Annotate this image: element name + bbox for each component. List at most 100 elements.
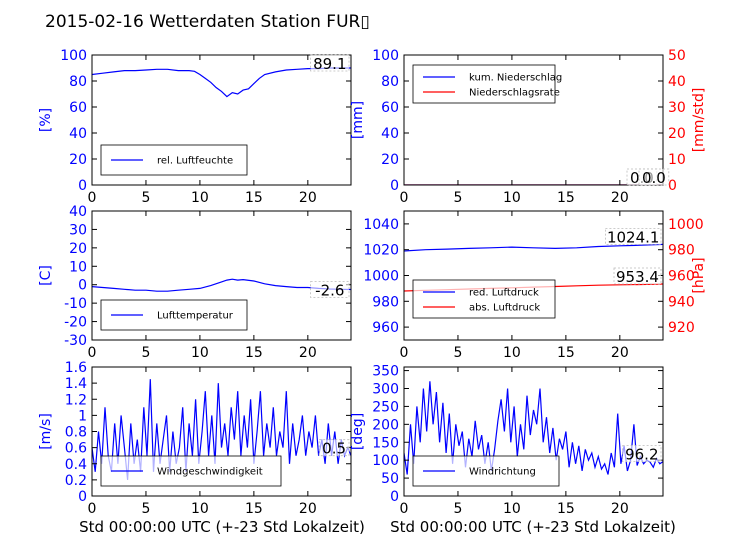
precipitation-ytick-label-3: 60	[381, 100, 399, 116]
precipitation-annotation-box-1	[638, 168, 670, 186]
pressure-annotation-1: 953.4	[616, 268, 659, 286]
winddirection-ytick-label-1: 50	[381, 471, 399, 487]
pressure-annotation-0: 1024.1	[607, 228, 660, 246]
pressure-y2tick-label-0: 920	[668, 320, 695, 336]
winddirection-ytick-label-4: 200	[372, 417, 399, 433]
pressure-y2tick-label-4: 1000	[668, 217, 704, 233]
precipitation-frame	[403, 54, 664, 186]
windspeed-xtick-label-4: 20	[299, 501, 317, 517]
winddirection-xtick-label-3: 15	[557, 501, 575, 517]
precipitation-xtick-label-4: 20	[611, 190, 629, 206]
windspeed-annotation-box-0	[318, 439, 350, 457]
temperature-ytick-label-6: 30	[69, 222, 87, 238]
humidity-xtick-label-1: 5	[141, 190, 150, 206]
temperature-xtick-label-4: 20	[299, 345, 317, 361]
precipitation-legend-box	[412, 64, 556, 104]
precipitation-legend: kum. Niederschlag Niederschlagsrate	[412, 64, 562, 104]
windspeed-annotation-0: 0.5	[322, 440, 346, 458]
humidity-ytick-label-2: 40	[69, 126, 87, 142]
winddirection-legend-label-0: Windrichtung	[469, 467, 536, 478]
humidity-ytick-label-1: 20	[69, 152, 87, 168]
temperature-ytick-label-0: -30	[64, 333, 87, 349]
pressure-legend-label-0: red. Luftdruck	[469, 288, 539, 299]
humidity-xtick-label-3: 15	[245, 190, 263, 206]
temperature-ytick-label-7: 40	[69, 204, 87, 220]
precipitation-y2tick-label-0: 0	[668, 178, 677, 194]
temperature-xtick-label-3: 15	[245, 345, 263, 361]
temperature-ytick-label-5: 20	[69, 241, 87, 257]
precipitation-xtick-label-1: 5	[453, 190, 462, 206]
temperature-xtick-label-2: 10	[191, 345, 209, 361]
winddirection-annotation-0: 96.2	[625, 446, 658, 464]
temperature-legend-label-0: Lufttemperatur	[157, 311, 234, 322]
winddirection-frame	[403, 366, 664, 497]
windspeed-ytick-label-6: 1.2	[65, 392, 87, 408]
pressure-legend: red. Luftdruck abs. Luftdruck	[412, 279, 556, 319]
windspeed-ytick-label-4: 0.8	[65, 425, 87, 441]
pressure-legend-label-1: abs. Luftdruck	[469, 303, 540, 314]
pressure-legend-box	[412, 279, 556, 319]
winddirection-legend: Windrichtung	[412, 455, 560, 487]
precipitation-ytick-label-5: 100	[372, 48, 399, 64]
humidity-panel: 0 5 10 15 20 0 20 40 60 80 100 [%] rel. Luftfeuchte 8…	[38, 48, 352, 206]
pressure-annotation-box-1	[613, 267, 662, 285]
winddirection-annotation-box-0	[622, 445, 662, 463]
temperature-ytick-label-4: 10	[69, 259, 87, 275]
windspeed-xtick-label-2: 10	[191, 501, 209, 517]
pressure-xtick-label-1: 5	[453, 345, 462, 361]
windspeed-legend-label-0: Windgeschwindigkeit	[157, 467, 263, 478]
humidity-ytick-label-4: 80	[69, 74, 87, 90]
pressure-y2tick-label-2: 960	[668, 269, 695, 285]
precipitation-xtick-label-3: 15	[557, 190, 575, 206]
winddirection-ytick-label-3: 150	[372, 435, 399, 451]
temperature-xtick-label-1: 5	[141, 345, 150, 361]
precipitation-ytick-label-0: 0	[390, 178, 399, 194]
humidity-legend-label-0: rel. Luftfeuchte	[157, 156, 233, 167]
windspeed-xtick-label-0: 0	[88, 501, 97, 517]
winddirection-series-0-line	[404, 381, 663, 475]
windspeed-ytick-label-5: 1	[78, 408, 87, 424]
windspeed-xtick-label-3: 15	[245, 501, 263, 517]
pressure-ytick-label-4: 1040	[363, 217, 399, 233]
humidity-ytick-label-0: 0	[78, 178, 87, 194]
humidity-ytick-label-5: 100	[60, 48, 87, 64]
humidity-frame	[91, 54, 352, 186]
humidity-legend: rel. Luftfeuchte	[100, 144, 248, 176]
temperature-y-axis-label: [C]	[38, 265, 54, 286]
windspeed-ytick-label-8: 1.6	[65, 360, 87, 376]
temperature-frame	[91, 210, 352, 341]
windspeed-ytick-label-7: 1.4	[65, 376, 87, 392]
temperature-annotation-0: -2.6	[315, 282, 344, 300]
pressure-y2tick-label-1: 940	[668, 294, 695, 310]
x-axis-label-right: Std 00:00:00 UTC (+-23 Std Lokalzeit)	[390, 518, 676, 536]
temperature-annotation-box-0	[310, 281, 350, 298]
pressure-xtick-label-3: 15	[557, 345, 575, 361]
windspeed-xtick-label-1: 5	[141, 501, 150, 517]
humidity-series-0-line	[92, 67, 351, 98]
temperature-ytick-label-3: 0	[78, 278, 87, 294]
winddirection-xtick-label-1: 5	[453, 501, 462, 517]
winddirection-ytick-label-0: 0	[390, 489, 399, 505]
pressure-xtick-label-4: 20	[611, 345, 629, 361]
humidity-y-axis-label: [%]	[38, 108, 54, 132]
precipitation-xtick-label-2: 10	[503, 190, 521, 206]
pressure-ytick-label-2: 1000	[363, 269, 399, 285]
temperature-ytick-label-2: -10	[64, 296, 87, 312]
humidity-annotation-box-0	[310, 54, 350, 72]
windspeed-ytick-label-0: 0	[78, 489, 87, 505]
winddirection-xtick-label-4: 20	[611, 501, 629, 517]
precipitation-y2tick-label-2: 20	[668, 126, 686, 142]
precipitation-ytick-label-2: 40	[381, 126, 399, 142]
temperature-legend: Lufttemperatur	[100, 299, 248, 331]
winddirection-ytick-label-7: 350	[372, 364, 399, 380]
pressure-y2-axis-label: [hPa]	[691, 257, 707, 293]
pressure-xtick-label-0: 0	[400, 345, 409, 361]
pressure-ytick-label-0: 960	[372, 320, 399, 336]
pressure-ytick-label-1: 980	[372, 294, 399, 310]
humidity-xtick-label-4: 20	[299, 190, 317, 206]
pressure-y2tick-label-3: 980	[668, 243, 695, 259]
precipitation-y2-axis-label: [mm/std]	[691, 88, 707, 153]
precipitation-panel: 0 5 10 15 20 0 20 40 60 80 100 [mm] 0 10 20 30 40 50 [mm/s…	[350, 48, 707, 206]
humidity-annotation-0: 89.1	[313, 55, 346, 73]
